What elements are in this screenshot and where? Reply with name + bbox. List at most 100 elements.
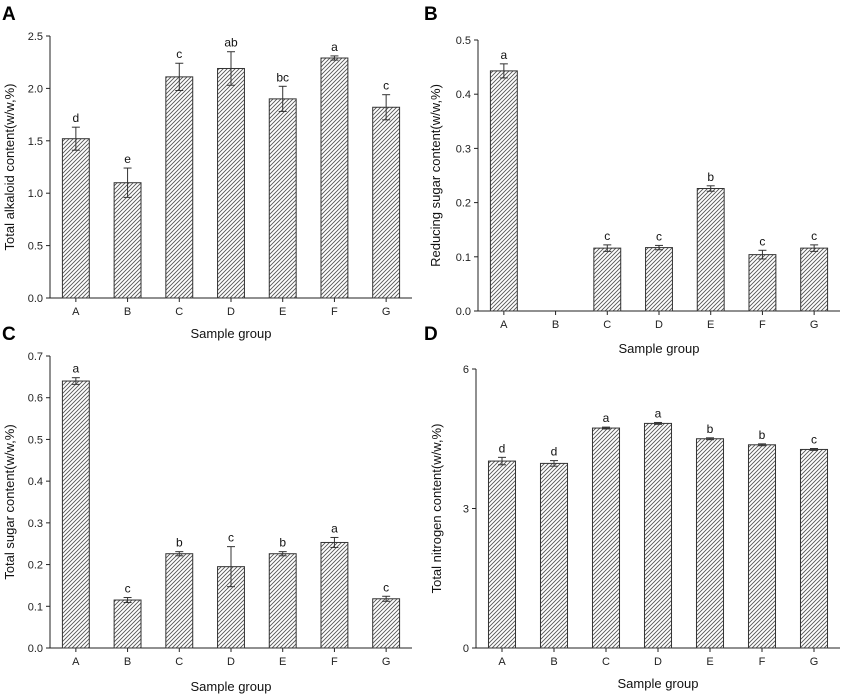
significance-label: c	[383, 79, 389, 93]
significance-label: c	[656, 229, 662, 243]
y-tick-label: 0.4	[28, 476, 43, 488]
x-axis-title: Sample group	[191, 679, 272, 694]
chart-panel-A: A 0.0 0.5 1.0 1.5 2.0 2.5 Ad Be Cc Dab Ebc Fa Gc Sampl…	[2, 4, 412, 341]
x-tick-label: E	[706, 656, 713, 668]
bar-C	[165, 553, 194, 649]
y-axis-title: Total sugar content(w/w,%)	[2, 424, 17, 579]
significance-label: c	[811, 433, 817, 447]
bar-G	[800, 247, 829, 312]
y-tick-label: 0.1	[28, 601, 43, 613]
chart-panel-C: C 0.0 0.1 0.2 0.3 0.4 0.5 0.6 0.7 Aa Bc Cb Dc Eb Fa Gc S…	[2, 324, 412, 694]
y-tick-label: 0.2	[28, 560, 43, 572]
y-tick-label: 0.5	[28, 434, 43, 446]
x-tick-label: G	[810, 319, 819, 331]
x-tick-label: B	[550, 656, 557, 668]
x-tick-label: F	[331, 656, 338, 668]
x-tick-label: B	[124, 656, 131, 668]
bar-F	[748, 254, 777, 312]
x-tick-label: E	[279, 656, 286, 668]
significance-label: d	[73, 111, 80, 125]
panel-label: C	[2, 324, 16, 345]
bar-G	[799, 448, 829, 649]
x-tick-label: D	[654, 656, 662, 668]
y-tick-label: 0.0	[28, 293, 43, 305]
x-axis-title: Sample group	[618, 676, 699, 691]
y-tick-label: 0.7	[28, 351, 43, 363]
y-tick-label: 6	[463, 364, 469, 376]
panel-label: D	[424, 324, 438, 345]
bar-F	[747, 444, 777, 649]
y-axis-title: Reducing sugar content(w/w,%)	[428, 84, 443, 267]
significance-label: a	[501, 48, 508, 62]
y-tick-label: 2.5	[28, 31, 43, 43]
x-tick-label: F	[331, 306, 338, 318]
bar-F	[320, 541, 349, 649]
x-tick-label: B	[552, 319, 559, 331]
panel-label: A	[2, 4, 16, 25]
significance-label: bc	[276, 70, 289, 84]
significance-label: c	[811, 229, 817, 243]
significance-label: a	[73, 362, 80, 376]
panel-label: B	[424, 4, 438, 25]
chart-panel-B: B 0.0 0.1 0.2 0.3 0.4 0.5 Aa B Cc Dc Eb Fc Gc Sample g…	[424, 4, 840, 356]
y-tick-label: 0.0	[456, 306, 471, 318]
bar-F	[320, 57, 349, 299]
significance-label: b	[759, 428, 766, 442]
bar-E	[268, 98, 297, 299]
bar-C	[591, 427, 621, 649]
significance-label: a	[603, 411, 610, 425]
significance-label: c	[228, 531, 234, 545]
x-axis-title: Sample group	[191, 326, 272, 341]
y-tick-label: 0.5	[456, 35, 471, 47]
y-tick-label: 0.3	[28, 518, 43, 530]
y-tick-label: 1.5	[28, 136, 43, 148]
bar-A	[489, 70, 518, 312]
y-axis-title: Total nitrogen content(w/w,%)	[429, 424, 444, 594]
x-tick-label: A	[500, 319, 508, 331]
significance-label: d	[499, 441, 506, 455]
significance-label: a	[331, 521, 338, 535]
y-tick-label: 3	[463, 504, 469, 516]
significance-label: b	[707, 170, 714, 184]
x-tick-label: C	[602, 656, 610, 668]
bar-A	[61, 380, 90, 649]
bar-D	[217, 67, 245, 299]
significance-label: a	[655, 406, 662, 420]
x-tick-label: G	[382, 306, 391, 318]
y-tick-label: 0.5	[28, 241, 43, 253]
x-tick-label: F	[759, 656, 766, 668]
y-tick-label: 2.0	[28, 83, 43, 95]
bar-B	[539, 462, 569, 649]
y-tick-label: 0.6	[28, 393, 43, 405]
significance-label: d	[551, 445, 558, 459]
x-tick-label: C	[175, 656, 183, 668]
x-tick-label: A	[72, 306, 80, 318]
x-tick-label: D	[655, 319, 663, 331]
significance-label: e	[124, 152, 131, 166]
x-tick-label: A	[498, 656, 506, 668]
significance-label: a	[331, 40, 338, 54]
y-tick-label: 0.4	[456, 89, 471, 101]
x-tick-label: E	[707, 319, 714, 331]
y-tick-label: 1.0	[28, 188, 43, 200]
bar-B	[113, 599, 142, 649]
y-axis-title: Total alkaloid content(w/w,%)	[2, 84, 17, 251]
bar-D	[645, 247, 673, 312]
bar-C	[593, 247, 622, 312]
significance-label: c	[604, 229, 610, 243]
x-tick-label: C	[603, 319, 611, 331]
bar-D	[643, 422, 673, 649]
y-tick-label: 0.0	[28, 643, 43, 655]
significance-label: ab	[224, 36, 238, 50]
bar-C	[165, 76, 194, 299]
bar-E	[695, 438, 725, 649]
chart-panel-D: D 0 3 6 Ad Bd Ca Da Eb Fb Gc Sample group Total nitr…	[424, 324, 840, 691]
bar-A	[487, 460, 517, 649]
bar-G	[372, 598, 401, 649]
significance-label: b	[279, 536, 286, 550]
x-tick-label: A	[72, 656, 80, 668]
bar-E	[696, 188, 725, 312]
y-tick-label: 0.1	[456, 252, 471, 264]
x-tick-label: F	[759, 319, 766, 331]
